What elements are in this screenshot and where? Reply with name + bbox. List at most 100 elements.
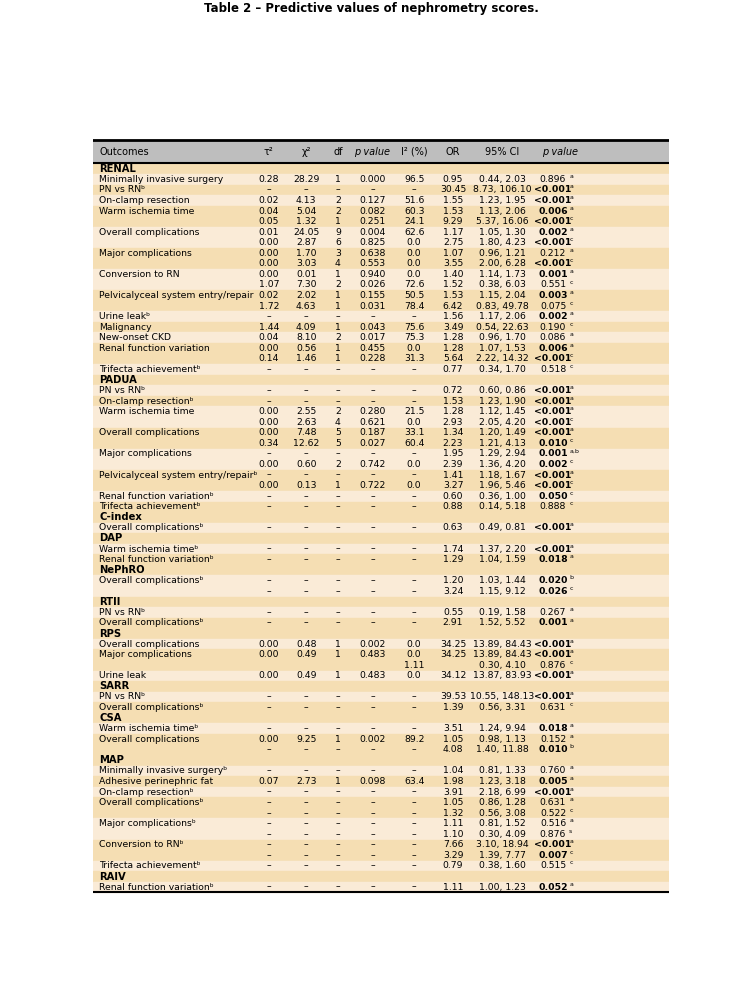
Text: 0.098: 0.098 [360,777,386,785]
Text: Overall complications: Overall complications [100,735,200,744]
Text: 9: 9 [335,228,341,237]
Text: –: – [412,851,417,860]
Text: –: – [267,312,271,321]
Text: 0.010: 0.010 [538,439,568,448]
Text: 0.38, 1.60: 0.38, 1.60 [478,861,525,870]
Text: 1.13, 2.06: 1.13, 2.06 [478,206,525,215]
Text: Major complications: Major complications [100,249,192,258]
Bar [93,744,669,755]
Text: 0.0: 0.0 [407,460,421,469]
Text: –: – [370,555,374,564]
Text: –: – [336,809,340,818]
Text: a: a [569,469,573,474]
Text: a: a [569,269,573,274]
Text: 1.05: 1.05 [443,735,463,744]
Text: a: a [569,692,573,697]
Text: 33.1: 33.1 [404,428,424,437]
Text: c: c [569,217,573,222]
Text: 1.98: 1.98 [443,777,464,785]
Text: –: – [336,693,340,702]
Text: a: a [569,776,573,781]
Text: Conversion to RNᵇ: Conversion to RNᵇ [100,840,184,849]
Text: 1.32: 1.32 [296,218,317,227]
Text: 0.95: 0.95 [443,175,463,184]
Text: 0.155: 0.155 [360,291,386,300]
Text: 8.10: 8.10 [296,333,317,342]
Text: –: – [336,312,340,321]
Text: –: – [412,386,417,395]
Bar [93,565,669,575]
Text: b: b [569,744,573,749]
Text: Major complications: Major complications [100,651,192,660]
Text: 0.825: 0.825 [360,239,386,247]
Text: –: – [370,470,374,479]
Text: 10.55, 148.13: 10.55, 148.13 [470,693,534,702]
Bar [93,871,669,882]
Text: 1.40: 1.40 [443,270,464,279]
Text: <0.001: <0.001 [534,481,571,490]
Text: –: – [336,470,340,479]
Text: OR: OR [446,147,461,157]
Text: –: – [370,576,374,585]
Text: 0.14: 0.14 [259,354,279,364]
Text: 62.6: 62.6 [404,228,424,237]
Text: 0.05: 0.05 [259,218,279,227]
Text: 0.19, 1.58: 0.19, 1.58 [478,608,525,617]
Bar [93,396,669,407]
Text: 0.98, 1.13: 0.98, 1.13 [478,735,525,744]
Text: –: – [370,724,374,733]
Text: –: – [267,365,271,374]
Bar [93,671,669,681]
Text: –: – [370,365,374,374]
Text: 1.52: 1.52 [443,281,463,289]
Text: 13.89, 84.43: 13.89, 84.43 [473,651,531,660]
Text: 75.3: 75.3 [404,333,424,342]
Text: 3.03: 3.03 [296,260,317,268]
Text: –: – [336,766,340,775]
Text: Table 2 – Predictive values of nephrometry scores.: Table 2 – Predictive values of nephromet… [204,2,539,15]
Text: Renal function variationᵇ: Renal function variationᵇ [100,491,214,500]
Text: 0.00: 0.00 [259,428,279,437]
Bar [93,470,669,480]
Text: 34.25: 34.25 [440,639,466,649]
Text: 1.39, 7.77: 1.39, 7.77 [478,851,525,860]
Text: 1: 1 [335,322,341,331]
Text: 1.20, 1.49: 1.20, 1.49 [478,428,525,437]
Text: –: – [336,861,340,870]
Text: –: – [370,524,374,533]
Text: –: – [412,608,417,617]
Text: Warm ischemia timeᵇ: Warm ischemia timeᵇ [100,545,198,554]
Text: 0.0: 0.0 [407,651,421,660]
Text: 39.53: 39.53 [440,693,466,702]
Text: –: – [304,618,308,627]
Text: <0.001: <0.001 [534,260,571,268]
Text: 0.001: 0.001 [538,618,568,627]
Bar [93,353,669,365]
Text: Warm ischemia time: Warm ischemia time [100,407,195,416]
Text: –: – [412,693,417,702]
Text: 5: 5 [335,439,341,448]
Bar [93,638,669,650]
Text: –: – [336,819,340,828]
Text: –: – [304,365,308,374]
Text: 1: 1 [335,735,341,744]
Text: 1.12, 1.45: 1.12, 1.45 [478,407,525,416]
Bar [93,195,669,205]
Text: –: – [336,787,340,797]
Text: 0.0: 0.0 [407,639,421,649]
Text: 34.25: 34.25 [440,651,466,660]
Text: –: – [304,502,308,512]
Text: –: – [267,840,271,849]
Text: Outcomes: Outcomes [100,147,149,157]
Text: –: – [267,693,271,702]
Text: –: – [412,365,417,374]
Text: Renal function variationᵇ: Renal function variationᵇ [100,882,214,891]
Bar [93,322,669,332]
Text: –: – [336,449,340,458]
Bar [93,723,669,734]
Text: 3.10, 18.94: 3.10, 18.94 [476,840,528,849]
Text: 0.551: 0.551 [540,281,566,289]
Text: a: a [569,650,573,655]
Text: a: a [569,671,573,676]
Text: <0.001: <0.001 [534,397,571,406]
